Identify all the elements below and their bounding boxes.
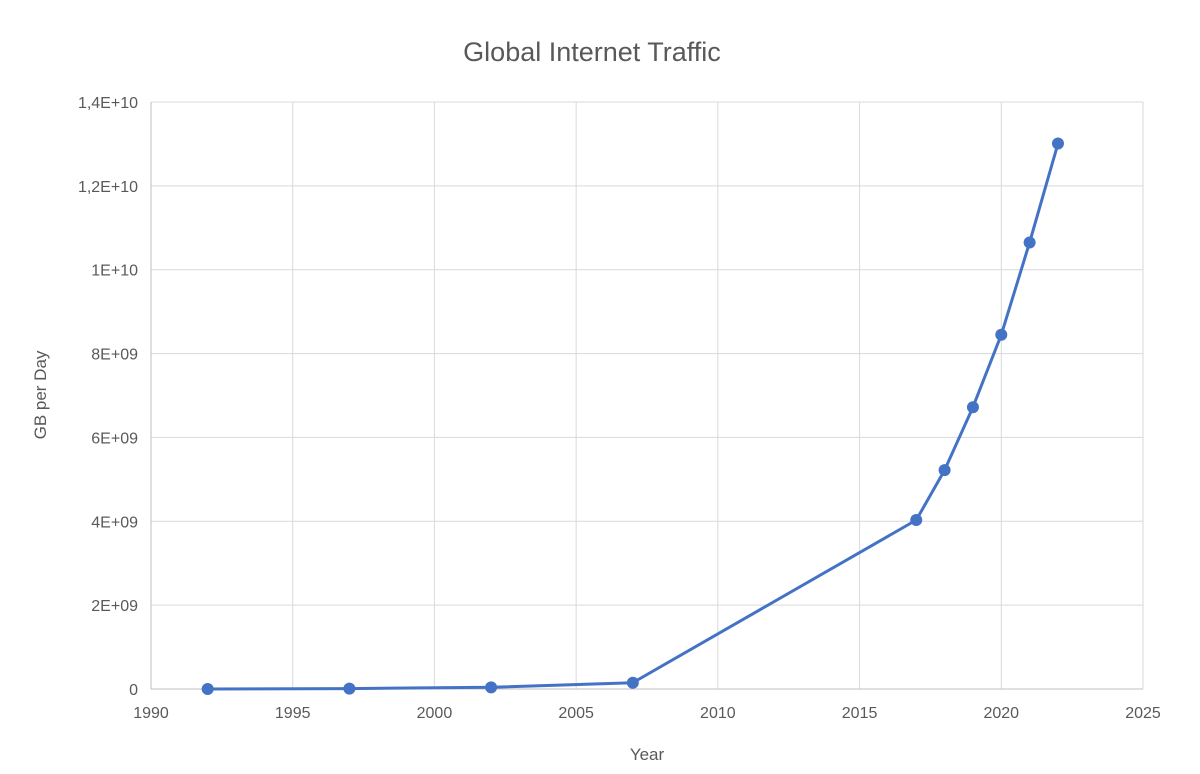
data-point (1023, 236, 1036, 249)
y-tick-label: 1E+10 (91, 263, 138, 280)
y-tick-label: 6E+09 (91, 430, 138, 447)
x-tick-label: 2015 (842, 705, 878, 722)
y-axis-label: GB per Day (31, 350, 50, 439)
axes (150, 102, 1143, 690)
y-tick-label: 4E+09 (91, 514, 138, 531)
data-point (201, 682, 214, 695)
y-tick-label: 2E+09 (91, 598, 138, 615)
x-tick-label: 2020 (983, 705, 1019, 722)
y-tick-label: 0 (129, 682, 138, 699)
y-tick-label: 1,4E+10 (78, 95, 138, 112)
x-tick-label: 1995 (275, 705, 311, 722)
data-point (343, 682, 356, 695)
x-tick-label: 2025 (1125, 705, 1161, 722)
data-point (1051, 137, 1064, 150)
data-point (938, 464, 951, 477)
y-tick-label: 1,2E+10 (78, 179, 138, 196)
x-axis-label: Year (630, 745, 665, 764)
tick-labels: 0 2E+09 4E+09 6E+09 8E+09 1E+10 1,2E+10 1,4E+10… (78, 95, 1161, 722)
grid (151, 101, 1144, 689)
x-tick-label: 2010 (700, 705, 736, 722)
data-point (626, 676, 639, 689)
data-point (910, 514, 923, 527)
data-point (485, 681, 498, 694)
chart-title: Global Internet Traffic (463, 37, 721, 67)
series (201, 137, 1064, 695)
x-tick-label: 2005 (558, 705, 594, 722)
data-point (966, 401, 979, 414)
x-tick-label: 1990 (133, 705, 169, 722)
data-point (995, 328, 1008, 341)
y-tick-label: 8E+09 (91, 347, 138, 364)
x-tick-label: 2000 (417, 705, 453, 722)
series-line (206, 142, 1060, 691)
